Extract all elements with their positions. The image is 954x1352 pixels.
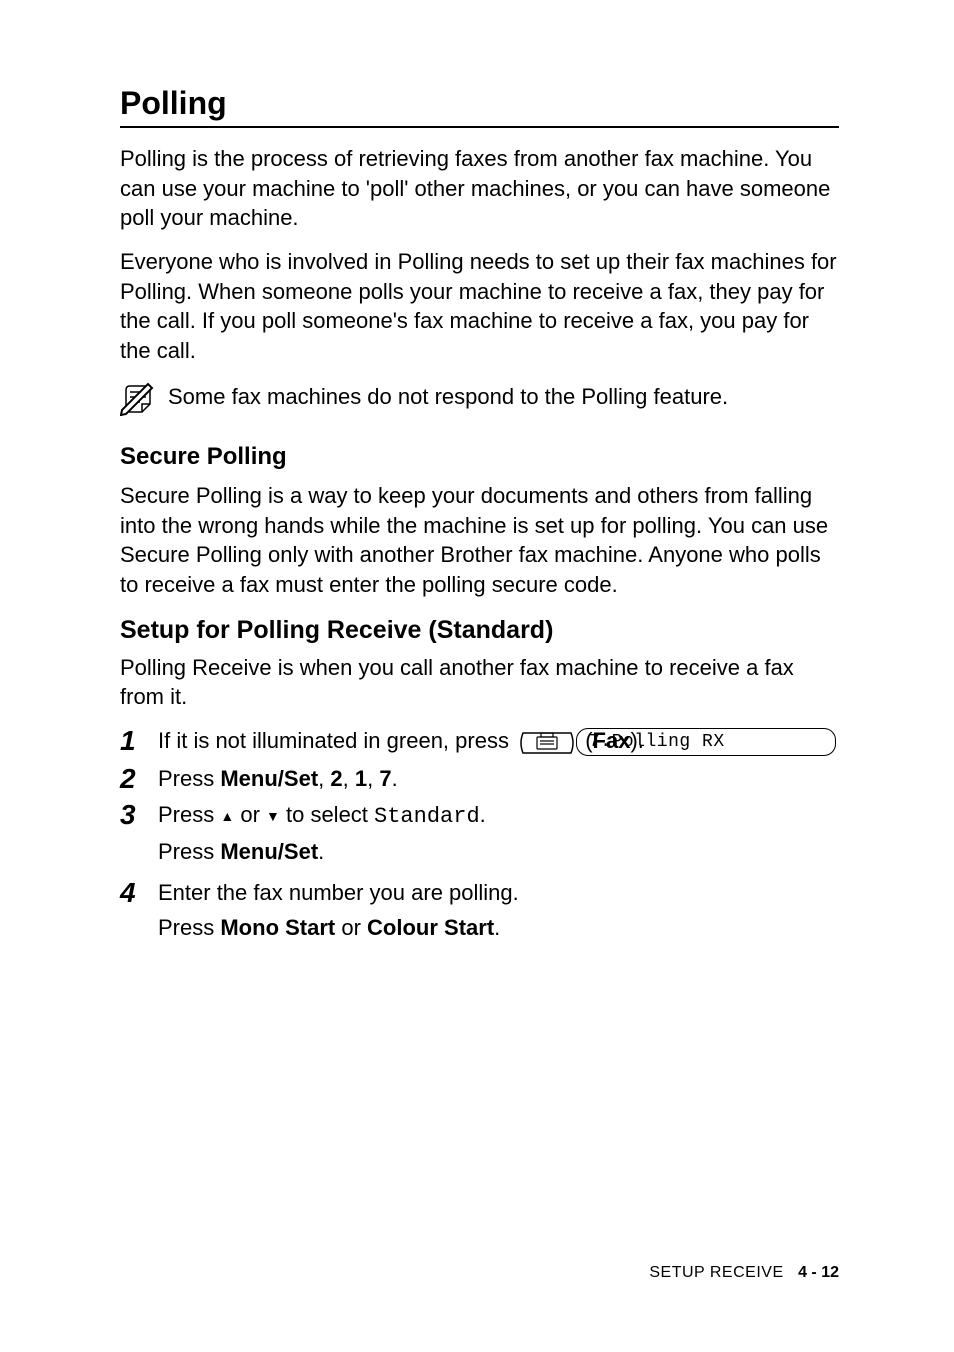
step-number: 4	[120, 878, 158, 909]
step2-end: .	[392, 766, 398, 791]
setup-polling-body: Polling Receive is when you call another…	[120, 653, 839, 712]
step-number: 2	[120, 764, 158, 795]
note-icon	[120, 380, 156, 421]
step-number: 3	[120, 800, 158, 831]
step3-end: .	[480, 802, 486, 827]
step2-2: 2	[330, 766, 342, 791]
title-rule	[120, 126, 839, 128]
step-4: 4 Enter the fax number you are polling. …	[120, 878, 839, 948]
step2-c3: ,	[367, 766, 379, 791]
setup-polling-heading: Setup for Polling Receive (Standard)	[120, 616, 839, 645]
note-row: Some fax machines do not respond to the …	[120, 380, 839, 421]
step4-line1: Enter the fax number you are polling.	[158, 878, 839, 909]
step3b-prefix: Press	[158, 839, 220, 864]
lcd-display: 7.Polling RX	[576, 728, 836, 756]
step2-prefix: Press	[158, 766, 220, 791]
step3b-menu: Menu/Set	[220, 839, 318, 864]
step4-colour: Colour Start	[367, 915, 494, 940]
secure-polling-heading: Secure Polling	[120, 443, 839, 471]
step2-menu: Menu/Set	[220, 766, 318, 791]
footer-page: 4 - 12	[798, 1264, 839, 1281]
step-body: Enter the fax number you are polling. Pr…	[158, 878, 839, 948]
intro-paragraph-1: Polling is the process of retrieving fax…	[120, 144, 839, 233]
step3-mid: to select	[280, 802, 374, 827]
steps-list: 1 If it is not illuminated in green, pre…	[120, 726, 839, 948]
note-text: Some fax machines do not respond to the …	[168, 380, 728, 412]
down-arrow-icon: ▼	[266, 807, 280, 827]
secure-polling-body: Secure Polling is a way to keep your doc…	[120, 481, 839, 600]
step3-standard: Standard	[374, 804, 480, 829]
intro-paragraph-2: Everyone who is involved in Polling need…	[120, 247, 839, 366]
step2-7: 7	[379, 766, 391, 791]
step1-prefix: If it is not illuminated in green, press	[158, 728, 515, 753]
step3b-end: .	[318, 839, 324, 864]
step2-c2: ,	[343, 766, 355, 791]
step2-c1: ,	[318, 766, 330, 791]
step-2: 2 Press Menu/Set, 2, 1, 7.	[120, 764, 839, 795]
step3-prefix: Press	[158, 802, 220, 827]
step3-or: or	[234, 802, 266, 827]
step2-1: 1	[355, 766, 367, 791]
fax-button-icon	[519, 727, 575, 758]
step-body: Press Menu/Set, 2, 1, 7.	[158, 764, 839, 795]
step-number: 1	[120, 726, 158, 757]
lcd-text: 7.Polling RX	[576, 728, 836, 756]
step4-prefix: Press	[158, 915, 220, 940]
up-arrow-icon: ▲	[220, 807, 234, 827]
step4-or: or	[335, 915, 367, 940]
page-footer: SETUP RECEIVE 4 - 12	[649, 1264, 839, 1282]
page-title: Polling	[120, 85, 839, 122]
step-3: 3 Press ▲ or ▼ to select Standard. Press…	[120, 800, 839, 872]
footer-label: SETUP RECEIVE	[649, 1264, 783, 1281]
step-body: Press ▲ or ▼ to select Standard. Press M…	[158, 800, 839, 872]
step4-mono: Mono Start	[220, 915, 335, 940]
step4-end: .	[494, 915, 500, 940]
